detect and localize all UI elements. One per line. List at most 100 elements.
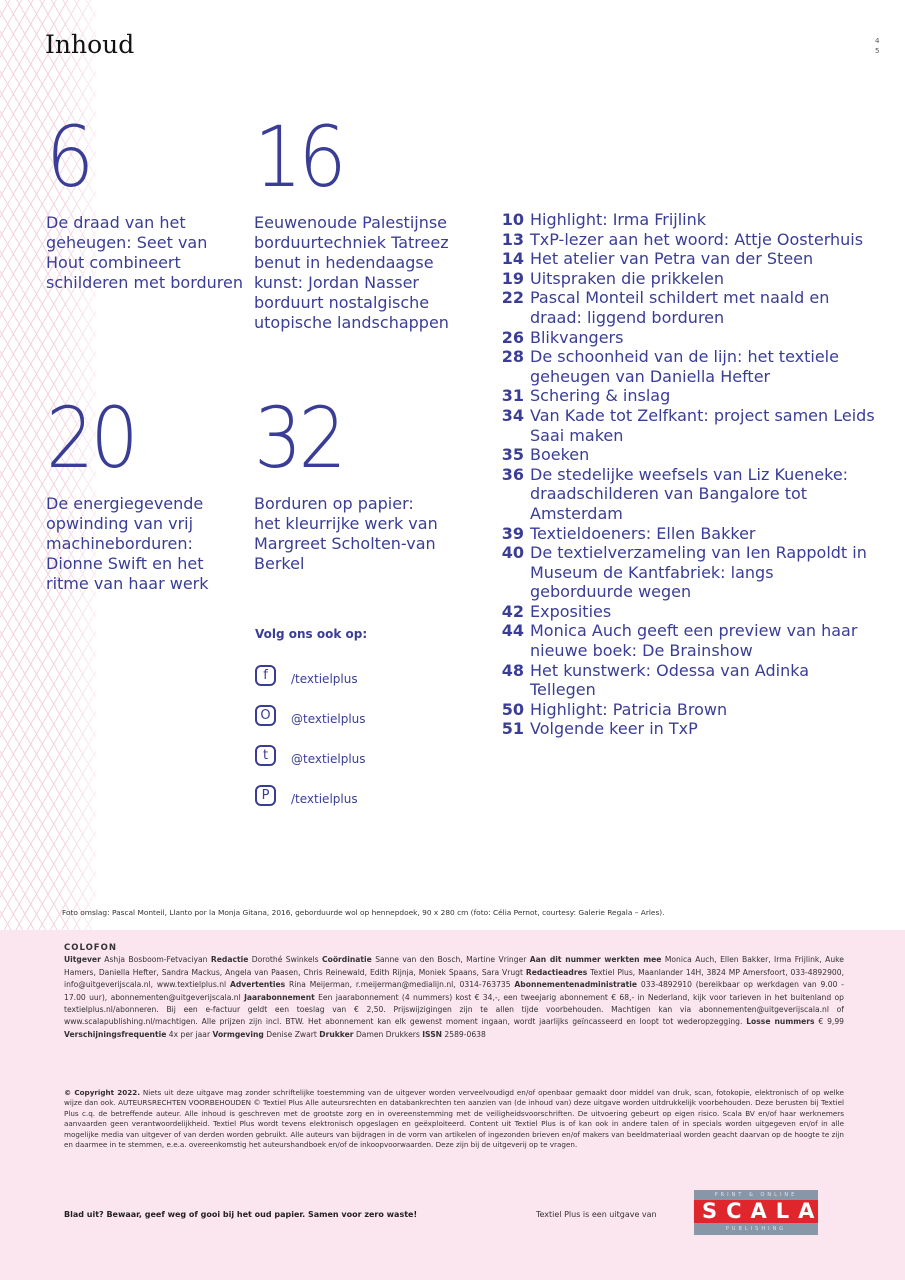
toc-page: 42 (501, 601, 524, 621)
feature-page: 6 (46, 108, 94, 206)
toc-title: Highlight: Irma Frijlink (530, 210, 707, 229)
feature-item[interactable]: 6 De draad van het geheugen: Seet van Hou… (46, 115, 246, 293)
feature-page: 20 (46, 389, 139, 487)
toc-title: Het atelier van Petra van der Steen (530, 249, 814, 269)
instagram-icon: O (255, 704, 276, 726)
colofon-label: Redactieadres (525, 967, 588, 977)
cover-photo-credit: Foto omslag: Pascal Monteil, Llanto por … (62, 908, 665, 917)
colofon-value: Ashja Bosboom-Fetvaciyan (100, 955, 211, 965)
colofon-label: Aan dit nummer werkten mee (529, 955, 662, 965)
toc-page: 44 (501, 621, 524, 641)
toc-item[interactable]: 50 Highlight: Patricia Brown (496, 700, 876, 720)
page-number: 4 (875, 37, 880, 45)
colofon-label: Losse nummers (746, 1017, 815, 1027)
colofon-label: Drukker (319, 1029, 354, 1039)
social-link[interactable]: P/textielplus (255, 779, 367, 819)
toc-page: 13 (501, 229, 524, 249)
toc-item[interactable]: 40 De textielverzameling van Ien Rappoldt… (496, 543, 876, 602)
toc-item[interactable]: 44 Monica Auch geeft een preview van haar… (496, 621, 876, 660)
toc-page: 40 (501, 543, 524, 563)
toc-title: Van Kade tot Zelfkant: project samen Lei… (530, 405, 875, 445)
toc-title: Highlight: Patricia Brown (530, 699, 728, 719)
colofon-value: 4x per jaar (166, 1029, 213, 1039)
colofon-value: Textiel Plus, Maanlander 14H, 3824 MP Am… (64, 967, 844, 990)
colofon-label: Redactie (210, 955, 249, 965)
colofon: COLOFON Uitgever Ashja Bosboom-Fetvaciya… (64, 942, 844, 1041)
copyright-label: © Copyright 2022. (64, 1088, 140, 1097)
colofon-value: Dorothé Swinkels (248, 955, 323, 965)
social-section: Volg ons ook op: f/textielplus O @textielp… (255, 627, 367, 819)
toc-item[interactable]: 51 Volgende keer in TxP (496, 719, 876, 739)
toc-title: Textieldoeners: Ellen Bakker (530, 523, 756, 543)
feature-title: De draad van het geheugen: Seet van Hout… (46, 213, 243, 292)
social-handle: @textielplus (291, 712, 366, 726)
colofon-value: Damen Drukkers (353, 1029, 423, 1039)
colofon-value: 033-4892910 (bereikbaar op werkdagen van… (64, 980, 844, 1002)
toc-page: 36 (501, 464, 524, 484)
toc-page: 31 (501, 386, 524, 406)
toc-page: 50 (501, 699, 524, 719)
colofon-label: Verschijningsfrequentie (64, 1029, 167, 1039)
social-heading: Volg ons ook op: (255, 627, 368, 641)
colofon-label: Coördinatie (322, 955, 372, 965)
toc-item[interactable]: 13 TxP-lezer aan het woord: Attje Oosterh… (496, 230, 876, 250)
toc-item[interactable]: 34 Van Kade tot Zelfkant: project samen L… (496, 406, 876, 445)
toc-item[interactable]: 14 Het atelier van Petra van der Steen (496, 249, 876, 269)
toc-title: Pascal Monteil schildert met naald en dr… (530, 288, 830, 327)
feature-title: Borduren op papier: het kleurrijke werk … (254, 494, 438, 573)
feature-item[interactable]: 20 De energiegevende opwinding van vrij m… (46, 396, 216, 594)
toc-item[interactable]: 28 De schoonheid van de lijn: het textiel… (496, 347, 876, 386)
toc-item[interactable]: 26 Blikvangers (496, 328, 876, 348)
colofon-label: ISSN (422, 1029, 443, 1039)
colofon-text: Uitgever Ashja Bosboom-Fetvaciyan Redact… (64, 954, 844, 1041)
toc-page: 39 (501, 523, 524, 543)
toc-title: Het kunstwerk: Odessa van Adinka Tellege… (530, 660, 809, 700)
feature-item[interactable]: 16 Eeuwenoude Palestijnse borduurtechniek… (254, 115, 454, 333)
toc-item[interactable]: 48 Het kunstwerk: Odessa van Adinka Telle… (496, 661, 876, 700)
toc-item[interactable]: 22 Pascal Monteil schildert met naald en … (496, 288, 876, 327)
colofon-label: Vormgeving (212, 1029, 264, 1039)
colofon-value: 2589-0638 (442, 1029, 486, 1039)
colofon-value: Sanne van den Bosch, Martine Vringer (371, 955, 530, 965)
toc-item[interactable]: 39 Textieldoeners: Ellen Bakker (496, 524, 876, 544)
social-link[interactable]: f/textielplus (255, 659, 367, 699)
toc-page: 35 (501, 445, 524, 465)
toc-item[interactable]: 10 Highlight: Irma Frijlink (496, 210, 876, 230)
colofon-label: Uitgever (64, 955, 101, 965)
toc-item[interactable]: 31 Schering & inslag (496, 386, 876, 406)
logo-main: SCALA (694, 1200, 818, 1223)
toc-item[interactable]: 19 Uitspraken die prikkelen (496, 269, 876, 289)
toc-item[interactable]: 42 Exposities (496, 602, 876, 622)
twitter-icon: t (255, 744, 276, 766)
toc-title: Blikvangers (530, 327, 624, 347)
social-link[interactable]: t @textielplus (255, 739, 367, 779)
social-handle: /textielplus (291, 672, 358, 686)
toc-page: 28 (501, 347, 524, 367)
logo-top: PRINT & ONLINE (714, 1192, 798, 1198)
toc-page: 14 (501, 249, 524, 269)
toc-title: Exposities (530, 601, 612, 621)
toc-page: 48 (501, 660, 524, 680)
page-number: 5 (875, 47, 880, 55)
colofon-value: € 9,99 (814, 1017, 844, 1027)
toc-page: 51 (501, 719, 524, 739)
toc-item[interactable]: 36 De stedelijke weefsels van Liz Kueneke… (496, 465, 876, 524)
social-handle: /textielplus (291, 792, 358, 806)
toc-item[interactable]: 35 Boeken (496, 445, 876, 465)
feature-page: 32 (254, 389, 347, 487)
social-handle: @textielplus (291, 752, 366, 766)
social-link[interactable]: O @textielplus (255, 699, 367, 739)
logo-bottom: PUBLISHING (725, 1226, 787, 1232)
toc-page: 10 (501, 210, 524, 229)
toc-page: 19 (501, 268, 524, 288)
toc-title: De schoonheid van de lijn: het textiele … (530, 347, 839, 386)
scala-logo: PRINT & ONLINE SCALA PUBLISHING (694, 1190, 818, 1235)
colofon-label: Jaarabonnement (244, 992, 315, 1002)
colofon-heading: COLOFON (64, 943, 117, 953)
toc-title: De textielverzameling van Ien Rappoldt i… (530, 543, 867, 602)
colofon-value: Monica Auch, Ellen Bakker, Irma Frijlink… (64, 955, 844, 977)
feature-item[interactable]: 32 Borduren op papier: het kleurrijke wer… (254, 396, 444, 574)
zero-waste-note: Blad uit? Bewaar, geef weg of gooi bij h… (64, 1210, 418, 1219)
toc-title: Boeken (530, 445, 590, 465)
